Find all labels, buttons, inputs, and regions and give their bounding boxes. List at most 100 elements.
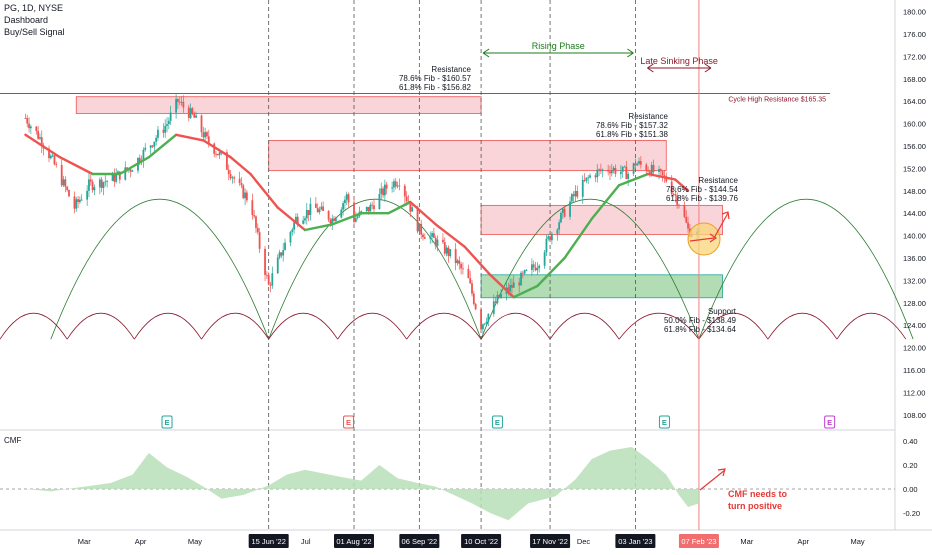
candle-body (202, 132, 205, 138)
date-label: 15 Jun '22 (251, 537, 285, 546)
earnings-marker (491, 415, 503, 429)
fib-annotation-line: Resistance (628, 112, 668, 121)
candle-body (282, 250, 285, 256)
candle-body (62, 179, 65, 186)
candle-body (80, 199, 83, 201)
candle-body (131, 170, 134, 172)
candle-body (373, 205, 375, 210)
price-tick-label: 156.00 (903, 142, 926, 151)
ma-line-segment (24, 133, 62, 159)
candle-body (687, 222, 689, 229)
candle-body (661, 171, 664, 176)
candle-body (494, 301, 497, 303)
dashboard-label: Dashboard (4, 15, 49, 25)
candle-body (40, 137, 43, 146)
candle-body (178, 101, 181, 103)
cycle-arc-small (767, 313, 838, 340)
candle-body (483, 323, 486, 325)
candle-body (674, 194, 677, 196)
symbol-title[interactable]: PG, 1D, NYSE (4, 3, 64, 13)
candle-body (469, 278, 472, 284)
candle-body (531, 264, 533, 270)
price-tick-label: 108.00 (903, 411, 926, 420)
candle-body (614, 167, 617, 174)
candle-body (371, 204, 374, 206)
candle-body (314, 203, 317, 208)
ma-line-segment (617, 172, 650, 187)
price-tick-label: 140.00 (903, 232, 926, 241)
candle-body (420, 223, 423, 235)
earnings-marker-label: E (662, 418, 667, 427)
earnings-marker-label: E (495, 418, 500, 427)
candle-body (365, 206, 368, 212)
cycle-arc-small (66, 313, 135, 340)
candle-body (572, 194, 575, 197)
candle-body (305, 209, 308, 219)
candle-body (118, 171, 121, 180)
candle-body (550, 233, 553, 241)
ma-line-segment (674, 178, 690, 193)
date-label-box (334, 534, 375, 548)
candle-body (536, 268, 539, 271)
date-label-box (248, 534, 289, 548)
cycle-arc-small (337, 313, 407, 340)
month-label: Mar (78, 537, 91, 546)
month-label: Jul (301, 537, 311, 546)
fib-annotation-line: Support (708, 307, 737, 316)
candle-body (322, 206, 325, 211)
cmf-annotation-line2: turn positive (728, 501, 782, 511)
candle-body (596, 169, 599, 178)
projection-arrowhead (709, 233, 718, 243)
candle-body (175, 98, 177, 113)
candle-body (471, 283, 473, 294)
ma-line-segment (434, 223, 466, 249)
candle-body (432, 233, 435, 238)
candle-body (512, 282, 515, 288)
rising-phase-arrowheads (482, 48, 634, 58)
candle-body (295, 216, 297, 223)
candle-body (632, 163, 635, 174)
cmf-tick-label: -0.20 (903, 509, 920, 518)
candle-body (556, 229, 559, 234)
candle-body (115, 174, 118, 182)
projection-arrowhead-up (721, 211, 730, 220)
candle-body (422, 234, 424, 238)
cycle-arc-large (268, 198, 482, 340)
candle-body (49, 155, 52, 159)
candle-body (253, 215, 256, 217)
candle-body (169, 112, 172, 121)
cycle-arc-large (480, 198, 700, 340)
cmf-arrowhead (717, 468, 726, 477)
candle-body (64, 179, 67, 187)
candle-body (149, 145, 152, 148)
price-tick-label: 160.00 (903, 120, 926, 129)
price-tick-label: 112.00 (903, 388, 925, 397)
cycle-arc-small (0, 313, 68, 340)
candle-body (240, 182, 243, 186)
ma-line-segment (563, 217, 594, 260)
candle-body (218, 152, 221, 156)
candle-body (180, 101, 183, 103)
fib-annotation-line: 78.6% Fib - $157.32 (596, 121, 669, 130)
cycle-arc-large (50, 198, 270, 340)
candle-body (538, 265, 541, 269)
candle-body (429, 236, 432, 239)
candle-body (685, 216, 688, 223)
fib-annotation-line: 61.8% Fib - $139.76 (666, 194, 739, 203)
candle-body (55, 164, 58, 166)
earnings-marker (343, 415, 355, 429)
candle-body (482, 324, 484, 330)
candle-body (369, 204, 372, 212)
date-label-box (399, 534, 440, 548)
price-tick-label: 176.00 (903, 30, 926, 39)
fib-annotation-line: 78.6% Fib - $160.57 (399, 74, 472, 83)
candle-body (153, 141, 156, 147)
candle-body (454, 249, 457, 264)
candle-body (276, 257, 279, 274)
candle-body (280, 252, 283, 256)
price-tick-label: 120.00 (903, 344, 926, 353)
candle-body (443, 242, 446, 254)
candle-body (37, 130, 40, 139)
price-tick-label: 136.00 (903, 254, 926, 263)
ma-line-segment (147, 133, 178, 159)
